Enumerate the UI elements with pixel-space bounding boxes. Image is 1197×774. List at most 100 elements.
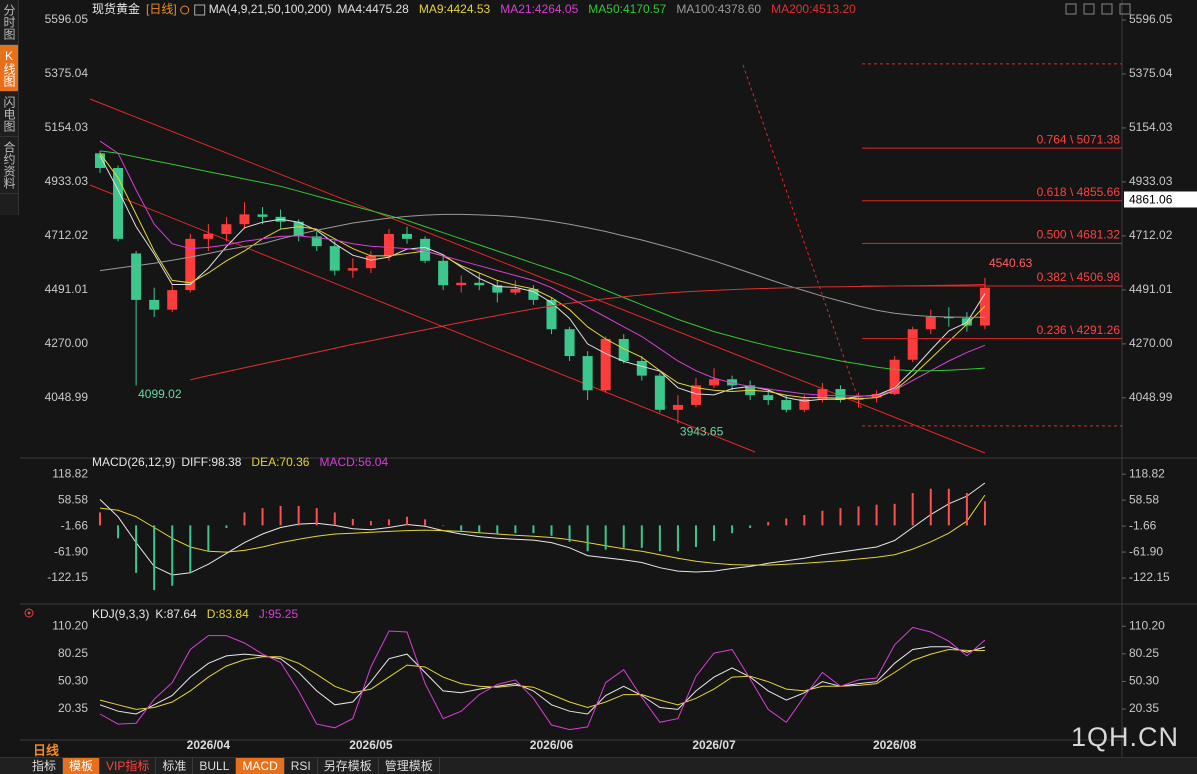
candle-body xyxy=(221,224,232,234)
series-line xyxy=(99,140,986,397)
candle-body xyxy=(889,359,900,394)
fib-guide xyxy=(742,64,863,411)
sidebar: 分时图 K线图 闪电图 合约资料 xyxy=(0,0,19,215)
y-tick-label: 58.58 xyxy=(1129,492,1159,506)
y-tick-label: 5154.03 xyxy=(1129,120,1173,134)
y-tick-label: 4270.00 xyxy=(1129,336,1173,350)
y-tick-label: 4491.01 xyxy=(1129,282,1173,296)
legend-entry: MA21:4264.05 xyxy=(500,2,578,16)
candle-body xyxy=(546,299,557,330)
y-tick-label: 4491.01 xyxy=(45,282,89,296)
candle-body xyxy=(185,238,196,291)
macd-bar xyxy=(749,525,752,528)
indicator-params: MA(4,9,21,50,100,200) xyxy=(209,2,332,16)
x-tick-label: 2026/06 xyxy=(530,738,574,752)
y-tick-label: 4933.03 xyxy=(1129,174,1173,188)
candle-body xyxy=(329,246,340,271)
candle-body xyxy=(347,268,358,271)
macd-bar xyxy=(929,488,932,526)
y-tick-label: 110.20 xyxy=(1129,618,1165,632)
icon[interactable] xyxy=(1083,3,1095,15)
candle-body xyxy=(943,316,954,319)
panel-title: MACD(26,12,9) xyxy=(92,455,175,469)
macd-bar xyxy=(821,510,824,526)
legend-entry: DEA:70.36 xyxy=(251,455,309,469)
y-tick-label: 50.30 xyxy=(1129,674,1159,688)
extreme-label: 4540.63 xyxy=(989,256,1033,270)
series-line xyxy=(99,626,986,731)
macd-bar xyxy=(261,508,264,526)
icon[interactable] xyxy=(1119,3,1131,15)
footer-tab[interactable]: BULL xyxy=(193,758,237,774)
series-line xyxy=(99,648,985,710)
indicator-icon[interactable] xyxy=(24,608,34,618)
y-tick-label: 58.58 xyxy=(58,492,88,506)
macd-bar xyxy=(387,519,390,526)
footer-tab[interactable]: 另存模板 xyxy=(318,758,379,774)
legend-entry: MA50:4170.57 xyxy=(588,2,666,16)
macd-bar xyxy=(406,516,409,526)
crosshair-price-box xyxy=(1124,191,1197,208)
footer-tab[interactable]: 指标 xyxy=(26,758,64,774)
candle-body xyxy=(149,299,160,310)
sidebar-tab[interactable]: 闪电图 xyxy=(0,92,18,137)
candle-body xyxy=(203,233,214,239)
y-tick-label: 50.30 xyxy=(58,674,88,688)
y-tick-label: 118.82 xyxy=(1129,466,1165,480)
macd-bar xyxy=(514,525,517,534)
macd-bar xyxy=(315,508,318,526)
legend-entry: K:87.64 xyxy=(155,607,197,621)
footer-tab[interactable]: 管理模板 xyxy=(379,758,440,774)
footer-tab[interactable]: 标准 xyxy=(156,758,194,774)
macd-bar xyxy=(496,525,499,535)
footer-tab[interactable]: MACD xyxy=(236,758,285,774)
candle-body xyxy=(690,385,701,405)
legend-entry: J:95.25 xyxy=(259,607,299,621)
candle-body xyxy=(763,395,774,401)
macd-bar xyxy=(983,501,986,526)
footer-tab[interactable]: RSI xyxy=(285,758,318,774)
icon[interactable] xyxy=(1101,3,1113,15)
candle-body xyxy=(907,329,918,360)
y-tick-label: -1.66 xyxy=(1129,518,1157,532)
sidebar-tab[interactable]: K线图 xyxy=(0,45,18,92)
series-line xyxy=(99,494,986,566)
macd-bar xyxy=(947,488,950,526)
sidebar-tab[interactable]: 分时图 xyxy=(0,0,18,45)
macd-bar xyxy=(243,512,246,526)
panel-title: 现货黄金 xyxy=(92,1,140,16)
y-tick-label: 5596.05 xyxy=(1129,12,1173,26)
candle-body xyxy=(528,288,539,300)
fib-label: 0.764 \ 5071.38 xyxy=(1037,132,1121,146)
watermark: 1QH.CN xyxy=(1070,722,1179,752)
footer-tab[interactable]: VIP指标 xyxy=(100,758,157,774)
candle-body xyxy=(456,282,467,286)
panel-title: KDJ(9,3,3) xyxy=(92,607,149,621)
candle-body xyxy=(727,379,738,386)
candle-body xyxy=(672,404,683,410)
macd-bar xyxy=(333,512,336,526)
footer-tab[interactable]: 模板 xyxy=(63,758,101,774)
macd-bar xyxy=(676,525,679,552)
period-label[interactable]: 日线 xyxy=(33,743,60,758)
macd-bar xyxy=(117,525,120,539)
background xyxy=(0,0,1197,757)
icon[interactable] xyxy=(1065,3,1077,15)
indicator-icon xyxy=(27,611,31,615)
macd-bar xyxy=(694,525,697,547)
candle-body xyxy=(925,316,936,330)
y-tick-label: 4712.02 xyxy=(1129,228,1173,242)
legend-entry: DIFF:98.38 xyxy=(181,455,241,469)
macd-bar xyxy=(351,518,354,526)
y-tick-label: 5375.04 xyxy=(1129,66,1173,80)
candle-body xyxy=(113,167,124,239)
fib-label: 0.236 \ 4291.26 xyxy=(1037,323,1121,337)
sidebar-tab[interactable]: 合约资料 xyxy=(0,137,18,194)
y-tick-label: 80.25 xyxy=(1129,646,1159,660)
fib-label: 0.382 \ 4506.98 xyxy=(1037,270,1121,284)
x-tick-label: 2026/08 xyxy=(873,738,917,752)
candle-body xyxy=(365,255,376,269)
y-tick-label: 80.25 xyxy=(58,646,88,660)
macd-bar xyxy=(767,521,770,526)
candle-body xyxy=(131,253,142,300)
